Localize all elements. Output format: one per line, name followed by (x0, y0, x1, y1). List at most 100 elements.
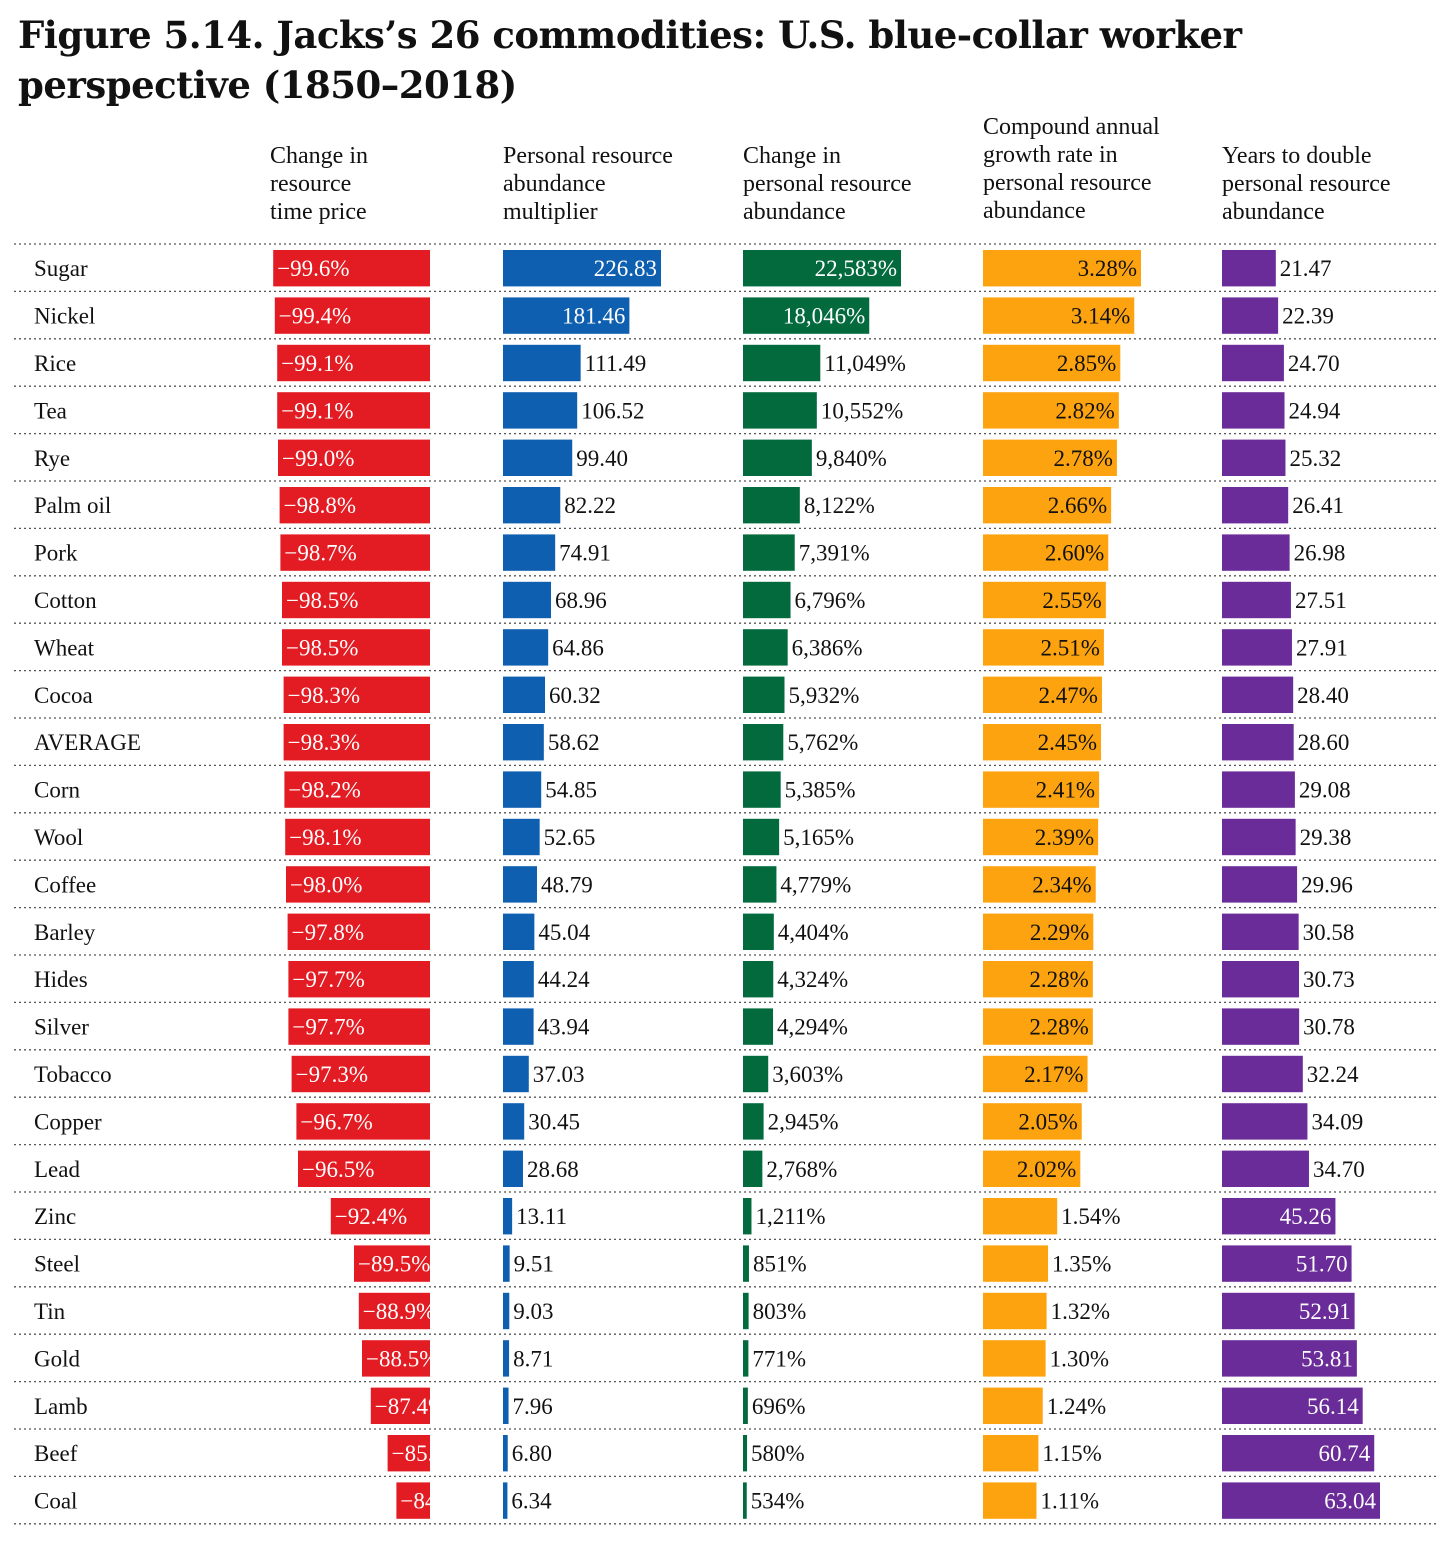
data-label-multiplier: 111.49 (585, 351, 647, 376)
bar-time_price (274, 297, 430, 334)
bar-time_price (298, 1150, 430, 1187)
data-label-cagr: 2.47% (1039, 683, 1098, 708)
bar-years_double (1222, 581, 1291, 619)
bar-years_double (1222, 297, 1279, 334)
bar-time_price (273, 250, 430, 287)
row-label: Copper (34, 1109, 102, 1134)
bar-years_double (1222, 771, 1295, 808)
data-label-time_price: −96.7% (300, 1109, 372, 1134)
bar-multiplier (503, 1008, 534, 1045)
bar-time_price (282, 629, 430, 666)
row-label: Zinc (34, 1204, 76, 1229)
bar-change_abundance (743, 1245, 749, 1282)
bar-cagr (983, 724, 1102, 761)
row-label: Tin (34, 1299, 66, 1324)
bar-years_double (1222, 439, 1286, 476)
data-label-change_abundance: 696% (752, 1394, 806, 1419)
data-label-multiplier: 6.34 (511, 1489, 552, 1514)
data-label-change_abundance: 9,840% (816, 446, 887, 471)
bar-cagr (983, 676, 1102, 713)
bar-change_abundance (743, 1292, 749, 1330)
row-label: Rye (34, 446, 70, 471)
bar-time_price (280, 534, 430, 571)
bar-multiplier (503, 1482, 508, 1519)
data-label-years_double: 22.39 (1282, 304, 1334, 329)
data-label-multiplier: 9.03 (513, 1299, 553, 1324)
data-label-change_abundance: 10,552% (821, 398, 903, 423)
bar-multiplier (503, 534, 556, 571)
bar-change_abundance (743, 487, 800, 524)
bar-cagr (983, 250, 1141, 287)
data-label-multiplier: 181.46 (562, 304, 625, 329)
data-label-change_abundance: 5,385% (785, 778, 856, 803)
data-label-time_price: −98.2% (288, 778, 360, 803)
bar-time_price (277, 344, 430, 382)
bar-years_double (1222, 1008, 1300, 1045)
bar-cagr (983, 1482, 1037, 1519)
data-label-multiplier: 6.80 (512, 1441, 552, 1466)
bar-years_double (1222, 961, 1300, 998)
data-label-years_double: 28.60 (1298, 730, 1350, 755)
bar-change_abundance (743, 1435, 748, 1472)
data-label-cagr: 2.45% (1038, 730, 1097, 755)
data-label-change_abundance: 4,779% (780, 872, 851, 897)
row-label: Steel (34, 1252, 80, 1277)
bar-change_abundance (743, 1198, 752, 1235)
row-label: Cotton (34, 588, 97, 613)
bar-years_double (1222, 1435, 1375, 1472)
data-label-cagr: 1.54% (1061, 1204, 1120, 1229)
bar-multiplier (503, 771, 542, 808)
data-label-change_abundance: 4,324% (777, 967, 848, 992)
bar-multiplier (503, 1198, 513, 1235)
bar-time_price (387, 1435, 430, 1472)
data-label-multiplier: 60.32 (549, 683, 601, 708)
data-label-time_price: −96.5% (302, 1157, 374, 1182)
data-label-time_price: −97.8% (292, 920, 364, 945)
bar-time_price (284, 771, 430, 808)
bar-years_double (1222, 913, 1299, 950)
data-label-years_double: 24.94 (1289, 398, 1341, 423)
data-label-time_price: −97.7% (292, 967, 364, 992)
bar-cagr (983, 439, 1117, 476)
data-label-time_price: −85.3% (392, 1441, 464, 1466)
bar-cagr (983, 1055, 1088, 1093)
bar-cagr (983, 1198, 1058, 1235)
data-label-multiplier: 44.24 (538, 967, 590, 992)
data-label-time_price: −84.2% (400, 1489, 472, 1514)
data-label-cagr: 2.60% (1045, 541, 1104, 566)
bar-cagr (983, 818, 1099, 856)
bar-time_price (354, 1245, 430, 1282)
bar-multiplier (503, 913, 535, 950)
data-label-years_double: 24.70 (1288, 351, 1340, 376)
data-label-change_abundance: 580% (751, 1441, 805, 1466)
bar-years_double (1222, 1198, 1336, 1235)
row-label: Lamb (34, 1394, 88, 1419)
data-label-multiplier: 106.52 (581, 398, 644, 423)
bar-years_double (1222, 818, 1296, 856)
data-label-time_price: −99.1% (281, 351, 353, 376)
data-label-multiplier: 13.11 (516, 1204, 567, 1229)
data-label-multiplier: 52.65 (544, 825, 596, 850)
row-label: Wheat (34, 635, 95, 660)
data-label-cagr: 1.35% (1052, 1252, 1111, 1277)
bar-time_price (285, 818, 430, 856)
data-label-cagr: 2.28% (1029, 967, 1088, 992)
bar-years_double (1222, 724, 1294, 761)
data-label-cagr: 2.34% (1032, 872, 1091, 897)
bar-cagr (983, 487, 1112, 524)
bar-multiplier (503, 676, 546, 713)
bar-time_price (278, 439, 430, 476)
data-label-years_double: 29.96 (1301, 872, 1353, 897)
data-label-years_double: 28.40 (1297, 683, 1349, 708)
row-label: Cocoa (34, 683, 93, 708)
bar-time_price (277, 392, 430, 429)
data-label-years_double: 34.70 (1313, 1157, 1365, 1182)
data-label-years_double: 27.91 (1296, 635, 1348, 660)
bar-years_double (1222, 676, 1294, 713)
data-label-multiplier: 226.83 (594, 256, 657, 281)
bar-years_double (1222, 1340, 1357, 1377)
bar-multiplier (503, 581, 552, 619)
bar-time_price (362, 1340, 430, 1377)
data-label-multiplier: 9.51 (514, 1252, 554, 1277)
bar-years_double (1222, 629, 1292, 666)
